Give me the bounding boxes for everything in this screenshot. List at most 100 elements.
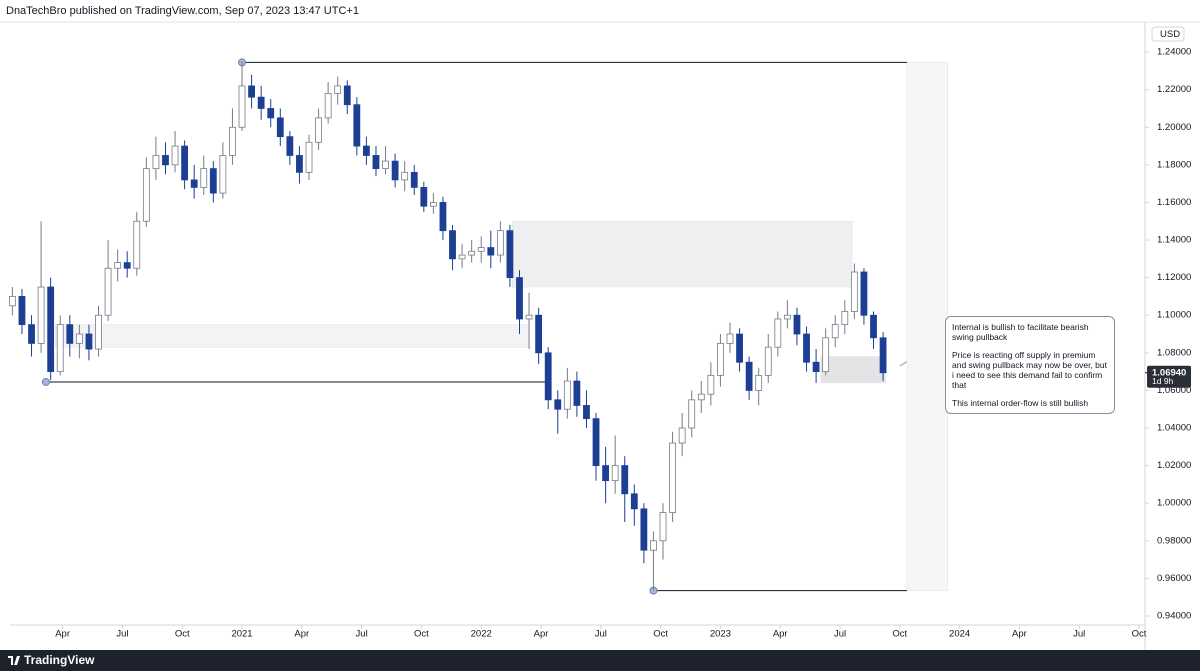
y-tick-label: 1.10000 xyxy=(1157,310,1191,321)
logo xyxy=(8,656,20,665)
x-tick-label: Apr xyxy=(55,629,70,640)
countdown-label: 1d 9h xyxy=(1152,376,1174,386)
publish-info: DnaTechBro published on TradingView.com,… xyxy=(6,5,359,17)
y-tick-label: 0.98000 xyxy=(1157,535,1191,546)
candle-body xyxy=(152,155,160,170)
candle-body xyxy=(669,442,676,513)
annotation-text: Price is reacting off supply in premium … xyxy=(952,350,1107,390)
candle-body xyxy=(688,399,696,429)
candle-body xyxy=(238,85,246,128)
candle-body xyxy=(123,262,131,269)
x-tick-label: Jul xyxy=(1073,629,1085,640)
candle-body xyxy=(229,126,236,156)
footer-bar: TradingView xyxy=(0,650,1200,671)
candle-body xyxy=(860,271,868,316)
brand: TradingView xyxy=(24,653,95,667)
candle-body xyxy=(764,346,772,376)
candle-body xyxy=(803,333,810,363)
candle-body xyxy=(401,171,409,181)
candle-body xyxy=(47,286,55,373)
candle-body xyxy=(439,202,447,232)
y-tick-label: 1.14000 xyxy=(1157,235,1191,246)
candle-body xyxy=(487,247,495,256)
candle-body xyxy=(200,168,208,188)
y-tick-label: 0.96000 xyxy=(1157,573,1191,584)
candle-body xyxy=(544,352,552,401)
candle-body xyxy=(104,267,112,316)
candle-body xyxy=(18,296,26,326)
candle-body xyxy=(640,508,648,551)
candle-body xyxy=(870,314,877,339)
x-tick-label: Jul xyxy=(595,629,607,640)
candle-body xyxy=(37,286,45,344)
candle-body xyxy=(219,155,227,194)
candle-body xyxy=(477,247,485,252)
candle-body xyxy=(305,141,313,173)
currency-box xyxy=(1151,26,1185,42)
candle-body xyxy=(286,136,294,156)
y-tick-label: 1.00000 xyxy=(1157,498,1191,509)
candle-body xyxy=(516,277,523,320)
y-tick-label: 0.94000 xyxy=(1157,610,1191,621)
x-tick-label: Apr xyxy=(534,629,549,640)
candle-body xyxy=(850,271,858,312)
candle-body xyxy=(736,333,743,363)
candle-body xyxy=(324,93,332,119)
candle-body xyxy=(372,155,380,170)
last-price-box xyxy=(1147,365,1191,388)
candle-body xyxy=(315,117,322,143)
candle-body xyxy=(841,311,849,326)
candle-body xyxy=(28,324,35,344)
candle-body xyxy=(707,374,715,395)
y-tick-label: 1.04000 xyxy=(1157,423,1191,434)
candle-body xyxy=(276,117,284,138)
x-tick-label: Oct xyxy=(653,629,668,640)
y-tick-label: 1.08000 xyxy=(1157,347,1191,358)
candle-body xyxy=(114,262,122,269)
candle-body xyxy=(583,405,590,420)
x-tick-label: Oct xyxy=(175,629,190,640)
candle-body xyxy=(343,85,351,106)
candle-body xyxy=(267,108,275,119)
candle-body xyxy=(535,314,543,354)
candle-body xyxy=(621,465,629,495)
candle-body xyxy=(602,465,610,482)
candle-body xyxy=(611,465,619,482)
candle-body xyxy=(726,333,734,344)
candle-body xyxy=(429,202,437,207)
last-price-label: 1.06940 xyxy=(1152,367,1186,378)
candle-body xyxy=(257,96,265,109)
x-tick-label: 2024 xyxy=(949,629,970,640)
candle-body xyxy=(75,333,83,344)
y-tick-label: 1.02000 xyxy=(1157,460,1191,471)
x-tick-label: Oct xyxy=(1132,629,1147,640)
candle-body xyxy=(363,145,370,156)
candle-body xyxy=(334,85,342,94)
zone xyxy=(512,220,853,288)
candle-body xyxy=(391,160,399,181)
candle-body xyxy=(678,427,686,444)
candle-body xyxy=(181,145,189,181)
candle-body xyxy=(831,324,839,339)
candle-body xyxy=(755,374,763,391)
candle-body xyxy=(296,155,303,173)
candle-body xyxy=(793,314,801,335)
publish-bar: DnaTechBro published on TradingView.com,… xyxy=(0,0,1200,22)
zone xyxy=(820,356,886,384)
candle-body xyxy=(162,155,169,166)
x-tick-label: Apr xyxy=(773,629,788,640)
candle-body xyxy=(209,168,217,194)
x-tick-label: Apr xyxy=(294,629,309,640)
candle-body xyxy=(171,145,179,166)
candle-body xyxy=(410,171,418,188)
candle-body xyxy=(353,104,361,147)
candle-body xyxy=(592,418,600,467)
x-tick-label: 2021 xyxy=(231,629,252,640)
candle-body xyxy=(506,230,514,279)
candle-body xyxy=(822,337,830,373)
candle-body xyxy=(659,512,667,542)
candle-body xyxy=(717,343,724,376)
candle-body xyxy=(133,220,141,269)
